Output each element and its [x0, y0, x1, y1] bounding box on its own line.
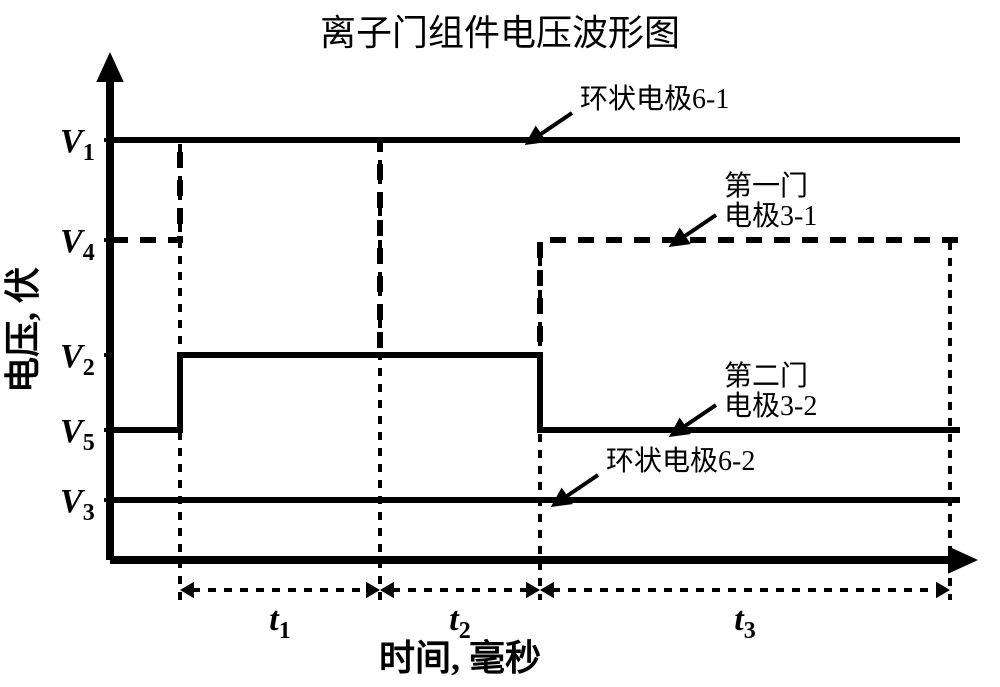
voltage-label-v3: V3: [60, 483, 95, 526]
voltage-label-v4: V4: [60, 223, 95, 266]
callout-gate-3-1-line1: 第一门: [724, 170, 808, 202]
callout-gate-3-1-line2: 电极3-1: [724, 200, 817, 232]
waveform-diagram: 离子门组件电压波形图 V1 V4 V2 V5 V3 电压, 伏 时间, 毫秒 环状电极6…: [0, 0, 1000, 687]
y-axis-label: 电压, 伏: [3, 267, 43, 393]
time-guides: [180, 144, 950, 600]
callout-ring-6-1: 环状电极6-1: [580, 83, 729, 115]
time-label-t2: t2: [449, 601, 470, 644]
time-label-t3: t3: [734, 601, 755, 644]
time-label-t1: t1: [269, 601, 290, 644]
chart-title: 离子门组件电压波形图: [320, 13, 680, 53]
callouts-group: 环状电极6-1 第一门电极3-1 第二门电极3-2 环状电极6-2: [538, 83, 817, 498]
voltage-label-v1: V1: [60, 123, 95, 166]
x-axis-label: 时间, 毫秒: [379, 638, 541, 678]
traces-group: [112, 140, 960, 500]
callout-gate-3-2-line2: 电极3-2: [724, 390, 817, 422]
time-interval-group: t1 t2 t3: [180, 582, 950, 644]
callout-gate-3-2-line1: 第二门: [724, 360, 808, 392]
callout-ring-6-2: 环状电极6-2: [606, 445, 755, 477]
voltage-tick-labels: V1 V4 V2 V5 V3: [60, 123, 110, 526]
voltage-label-v2: V2: [60, 338, 95, 381]
voltage-label-v5: V5: [60, 413, 95, 456]
